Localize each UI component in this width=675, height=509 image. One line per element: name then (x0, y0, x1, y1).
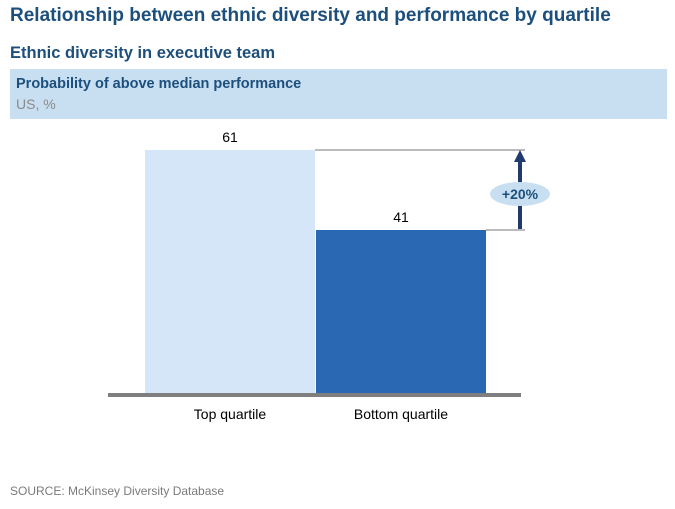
arrow-up-icon (514, 150, 526, 162)
category-label: Top quartile (194, 406, 267, 422)
unit-label: US, % (16, 96, 56, 112)
value-label: 61 (222, 129, 238, 145)
chart-subtitle: Ethnic diversity in executive team (10, 44, 276, 62)
annotation-bubble (490, 182, 550, 206)
bar-top-quartile (145, 150, 315, 394)
bar-bottom-quartile (316, 230, 486, 394)
annotation-label: +20% (502, 186, 539, 202)
metric-label: Probability of above median performance (16, 76, 302, 92)
bars-group: 61 Top quartile 41 Bottom quartile (145, 129, 486, 422)
annotation-group: +20% (315, 149, 550, 231)
chart-title: Relationship between ethnic diversity an… (10, 5, 611, 26)
category-label: Bottom quartile (354, 406, 448, 422)
source-note: SOURCE: McKinsey Diversity Database (10, 484, 225, 498)
value-label: 41 (393, 209, 409, 225)
header-band: Probability of above median performance … (10, 69, 667, 119)
